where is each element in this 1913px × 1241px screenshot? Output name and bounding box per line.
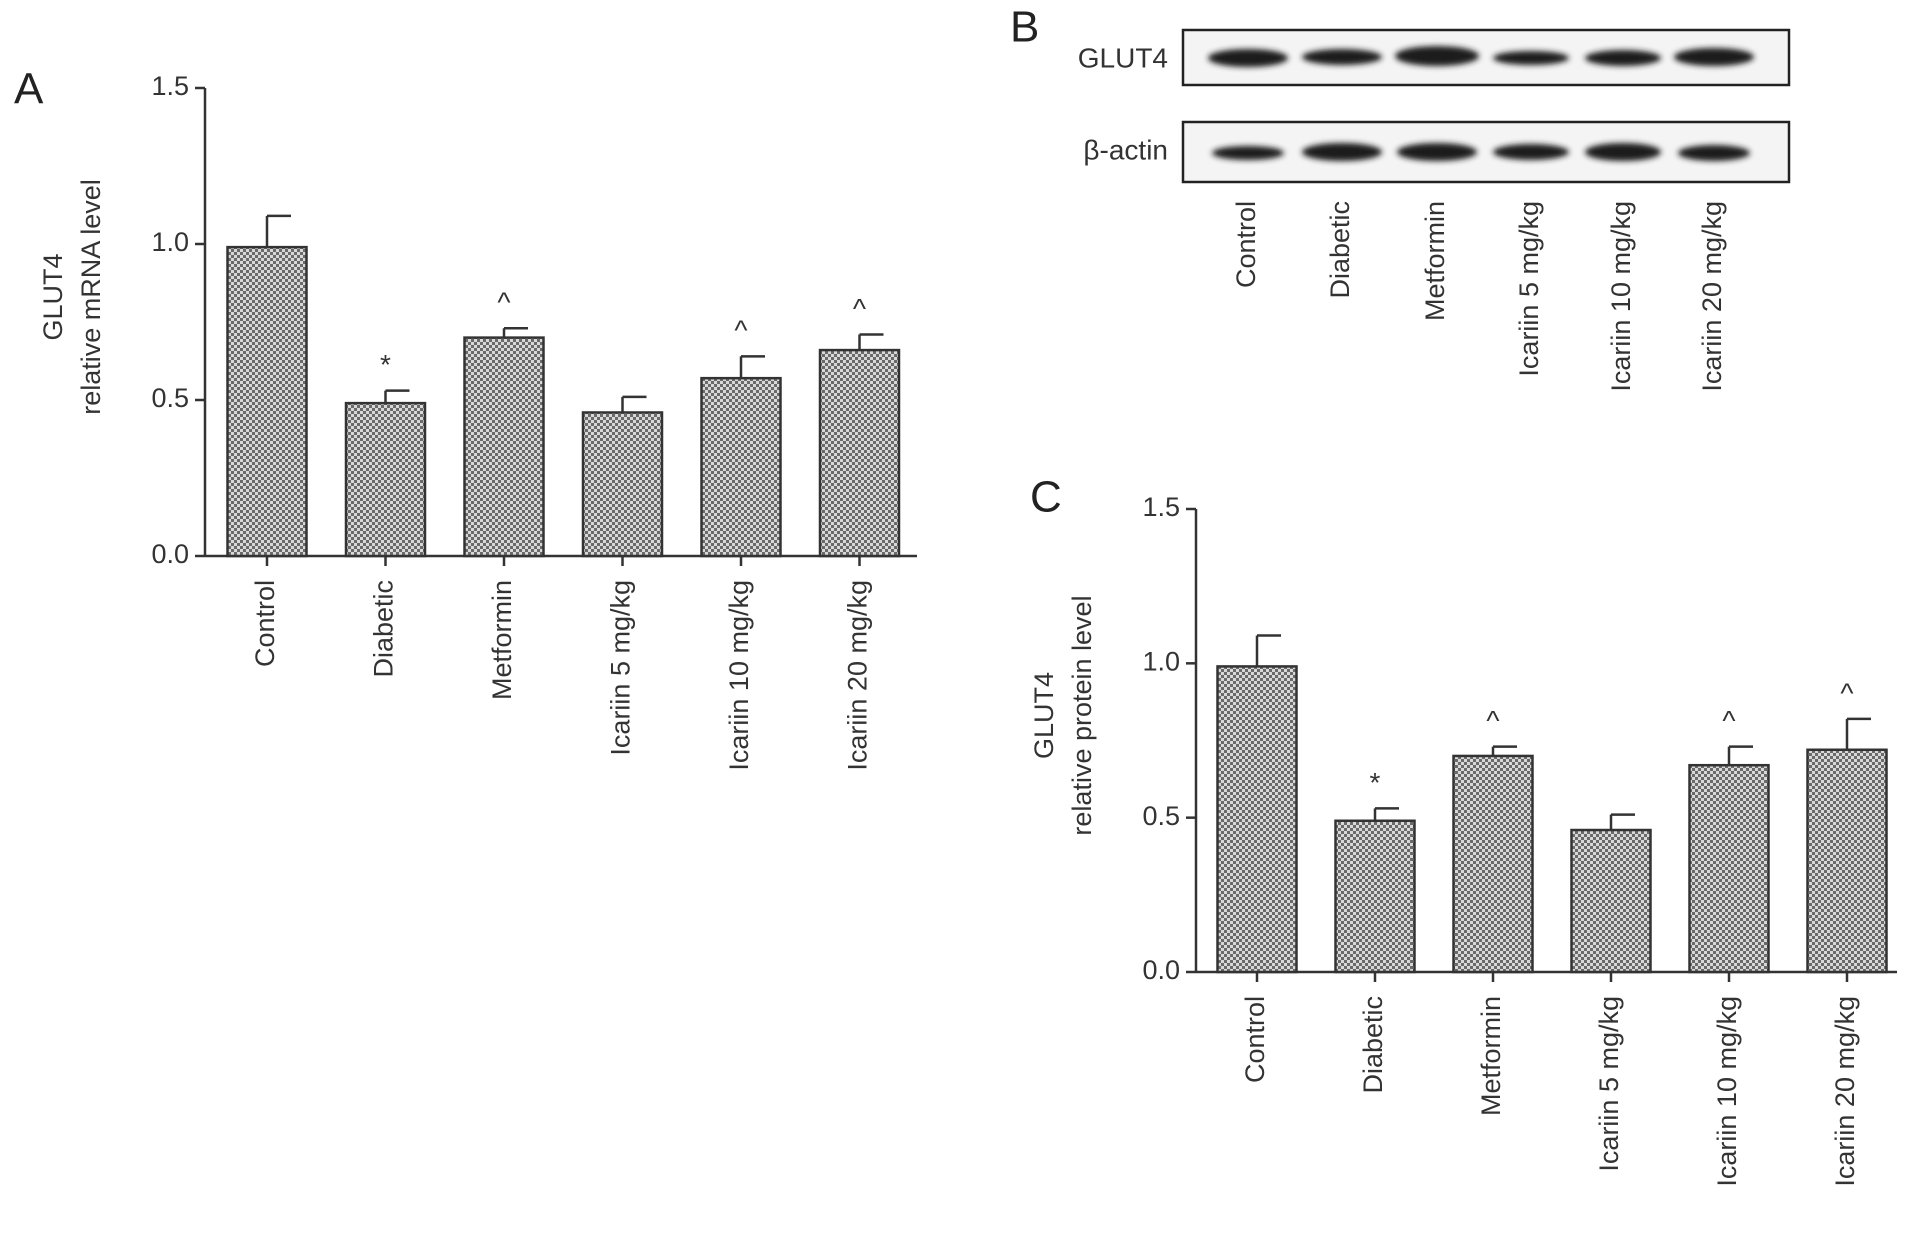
lane-label: Icariin 10 mg/kg — [1606, 201, 1636, 392]
x-tick-label: Control — [250, 580, 280, 667]
bar — [818, 348, 901, 558]
bar — [463, 336, 545, 558]
x-tick-label: Control — [1240, 996, 1270, 1083]
x-tick-label: Diabetic — [369, 580, 399, 678]
annotation: ^ — [1722, 705, 1735, 736]
x-tick-label: Icariin 20 mg/kg — [1830, 996, 1860, 1187]
bar — [1688, 763, 1770, 974]
bar — [1216, 665, 1298, 974]
annotation: * — [380, 349, 391, 380]
x-tick-label: Diabetic — [1358, 996, 1388, 1094]
y-tick-label: 1.5 — [1142, 492, 1180, 522]
x-tick-label: Metformin — [1476, 996, 1506, 1116]
bar — [1452, 754, 1534, 974]
annotation: ^ — [497, 287, 510, 318]
annotation: ^ — [734, 315, 747, 346]
y-tick-label: 1.5 — [151, 71, 189, 101]
x-tick-label: Metformin — [487, 580, 517, 700]
y-tick-label: 0.0 — [1142, 955, 1180, 985]
lane-label: Icariin 5 mg/kg — [1514, 201, 1544, 377]
lane-label: Metformin — [1420, 201, 1450, 321]
y-axis-label: GLUT4 — [38, 253, 68, 340]
blot-row-label: GLUT4 — [1078, 42, 1168, 73]
y-tick-label: 0.5 — [151, 383, 189, 413]
y-axis-label: relative mRNA level — [76, 179, 106, 415]
blot-row-label: β-actin — [1083, 134, 1168, 165]
y-tick-label: 1.0 — [151, 227, 189, 257]
panel-letter: C — [1030, 473, 1062, 522]
annotation: ^ — [1486, 705, 1499, 736]
y-tick-label: 0.5 — [1142, 801, 1180, 831]
lane-label: Diabetic — [1325, 201, 1355, 299]
annotation: ^ — [1840, 677, 1853, 708]
bands — [1208, 46, 1754, 161]
x-tick-label: Icariin 20 mg/kg — [843, 580, 873, 771]
x-tick-label: Icariin 10 mg/kg — [724, 580, 754, 771]
y-axis-label: relative protein level — [1067, 595, 1097, 835]
bar — [581, 411, 664, 558]
x-tick-label: Icariin 5 mg/kg — [1594, 996, 1624, 1172]
annotation: * — [1370, 767, 1381, 798]
annotation: ^ — [853, 293, 866, 324]
panel-letter: B — [1010, 3, 1039, 52]
bar — [700, 376, 782, 558]
x-tick-label: Icariin 10 mg/kg — [1712, 996, 1742, 1187]
bar — [226, 245, 308, 558]
x-tick-label: Icariin 5 mg/kg — [606, 580, 636, 756]
bar — [1334, 819, 1416, 974]
y-tick-label: 1.0 — [1142, 646, 1180, 676]
lane-label: Icariin 20 mg/kg — [1697, 201, 1727, 392]
panel-letter: A — [14, 65, 44, 114]
bar — [1570, 828, 1652, 974]
bar — [1806, 748, 1888, 974]
lane-label: Control — [1231, 201, 1261, 288]
blot-panel: B GLUT4 β-actin — [1010, 3, 1791, 184]
y-tick-label: 0.0 — [151, 539, 189, 569]
y-axis-label: GLUT4 — [1029, 672, 1059, 759]
bar — [344, 401, 427, 558]
